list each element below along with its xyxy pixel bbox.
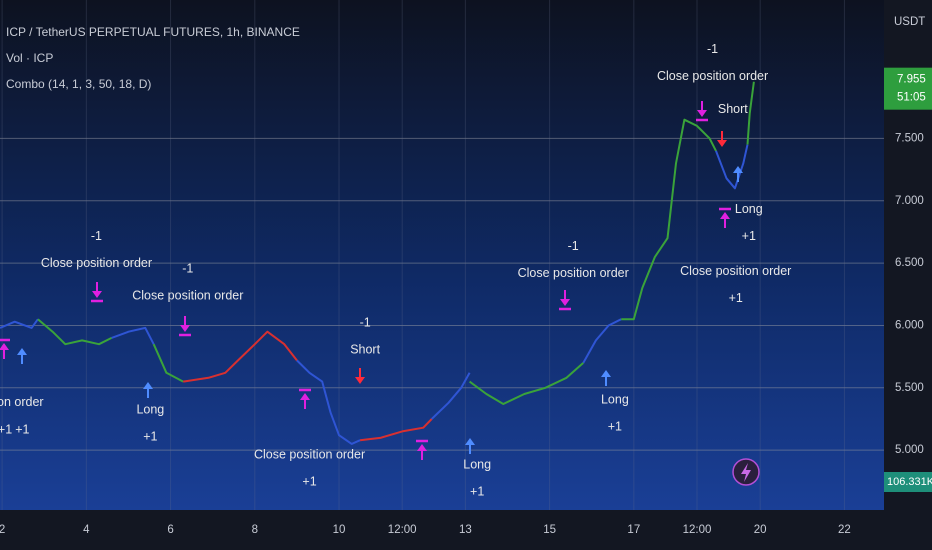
y-tick-label: 7.500 (895, 132, 924, 144)
x-tick-label: 2 (0, 524, 5, 536)
arrow-head (17, 348, 27, 355)
annotation: Long (136, 403, 164, 417)
axes: 5.000 5.500 6.000 6.500 7.000 7.500 2 4 6 8 10 12:0… (0, 67, 932, 536)
annotation: +1 (302, 474, 316, 488)
x-tick-label: 22 (838, 524, 851, 536)
x-tick-label: 8 (252, 524, 258, 536)
volume-label: 106.331K (887, 476, 932, 488)
annotation: Close position order (680, 264, 791, 278)
y-tick-label: 7.000 (895, 195, 924, 207)
annotation: +1 (0, 422, 12, 436)
annotation: Close position order (657, 69, 768, 83)
currency-label: USDT (894, 16, 925, 28)
legend-volume: Vol · ICP (6, 51, 53, 65)
price-line (37, 318, 113, 346)
annotation: +1 (742, 229, 756, 243)
price-line (152, 343, 184, 383)
annotation: -1 (568, 239, 579, 253)
annotation: Close position order (132, 289, 243, 303)
annotation: +1 (470, 484, 484, 498)
x-tick-label: 12:00 (388, 524, 417, 536)
arrow-head (465, 438, 475, 445)
price-line (431, 372, 471, 420)
arrow-head (717, 140, 727, 147)
arrow-head (697, 110, 707, 117)
annotation: Close position order (254, 447, 365, 461)
arrow-head (143, 382, 153, 389)
x-tick-label: 10 (333, 524, 346, 536)
arrow-head (355, 377, 365, 384)
price-line (183, 330, 298, 383)
annotation: -1 (360, 315, 371, 329)
grid (0, 0, 884, 510)
x-tick-label: 12:00 (683, 524, 712, 536)
arrow-head (720, 212, 730, 219)
arrow-head (0, 343, 9, 350)
arrow-head (417, 444, 427, 451)
annotation: Close position order (518, 266, 629, 280)
annotation: Long (601, 393, 629, 407)
price-line (111, 326, 155, 345)
arrow-head (92, 291, 102, 298)
annotations: -1 Close position order -1 Close position o… (0, 42, 791, 498)
price-line (746, 81, 755, 145)
x-tick-label: 15 (543, 524, 556, 536)
x-tick-label: 4 (83, 524, 90, 536)
arrow-head (560, 299, 570, 306)
price-line (715, 144, 749, 190)
annotation: +1 (143, 430, 157, 444)
arrow-head (300, 393, 310, 400)
arrow-head (733, 166, 743, 173)
annotation: sition order (0, 395, 44, 409)
annotation: -1 (91, 229, 102, 243)
arrow-head (601, 370, 611, 377)
x-tick-label: 17 (627, 524, 640, 536)
plot-background (0, 0, 884, 510)
price-line (0, 318, 39, 329)
y-tick-label: 5.500 (895, 382, 924, 394)
y-tick-label: 5.000 (895, 444, 924, 456)
annotation: +1 (15, 422, 29, 436)
annotation: Short (350, 342, 380, 356)
signal-arrows (0, 101, 743, 460)
last-price-label: 7.955 (897, 74, 926, 86)
y-tick-label: 6.000 (895, 319, 924, 331)
price-line (621, 118, 717, 321)
annotation: Short (718, 102, 748, 116)
price-line (582, 318, 622, 364)
volume-tag (884, 472, 932, 492)
legend-strategy: Combo (14, 1, 3, 50, 18, D) (6, 77, 151, 91)
price-line (469, 362, 584, 405)
annotation: Long (735, 202, 763, 216)
annotation: -1 (707, 42, 718, 56)
price-line (359, 418, 433, 442)
x-tick-label: 13 (459, 524, 472, 536)
last-price-tag (884, 67, 932, 110)
time-axis-panel (0, 510, 884, 550)
x-tick-label: 6 (167, 524, 173, 536)
annotation: -1 (182, 262, 193, 276)
price-lines (0, 81, 755, 445)
annotation: +1 (608, 420, 622, 434)
legend-symbol: ICP / TetherUS PERPETUAL FUTURES, 1h, BI… (6, 25, 300, 39)
annotation: Long (463, 457, 491, 471)
annotation: Close position order (41, 256, 152, 270)
lightning (741, 463, 751, 482)
annotation: +1 (729, 291, 743, 305)
x-tick-label: 20 (754, 524, 767, 536)
y-tick-label: 6.500 (895, 257, 924, 269)
arrow-head (180, 325, 190, 332)
price-line (296, 359, 361, 445)
countdown-label: 51:05 (897, 92, 926, 104)
